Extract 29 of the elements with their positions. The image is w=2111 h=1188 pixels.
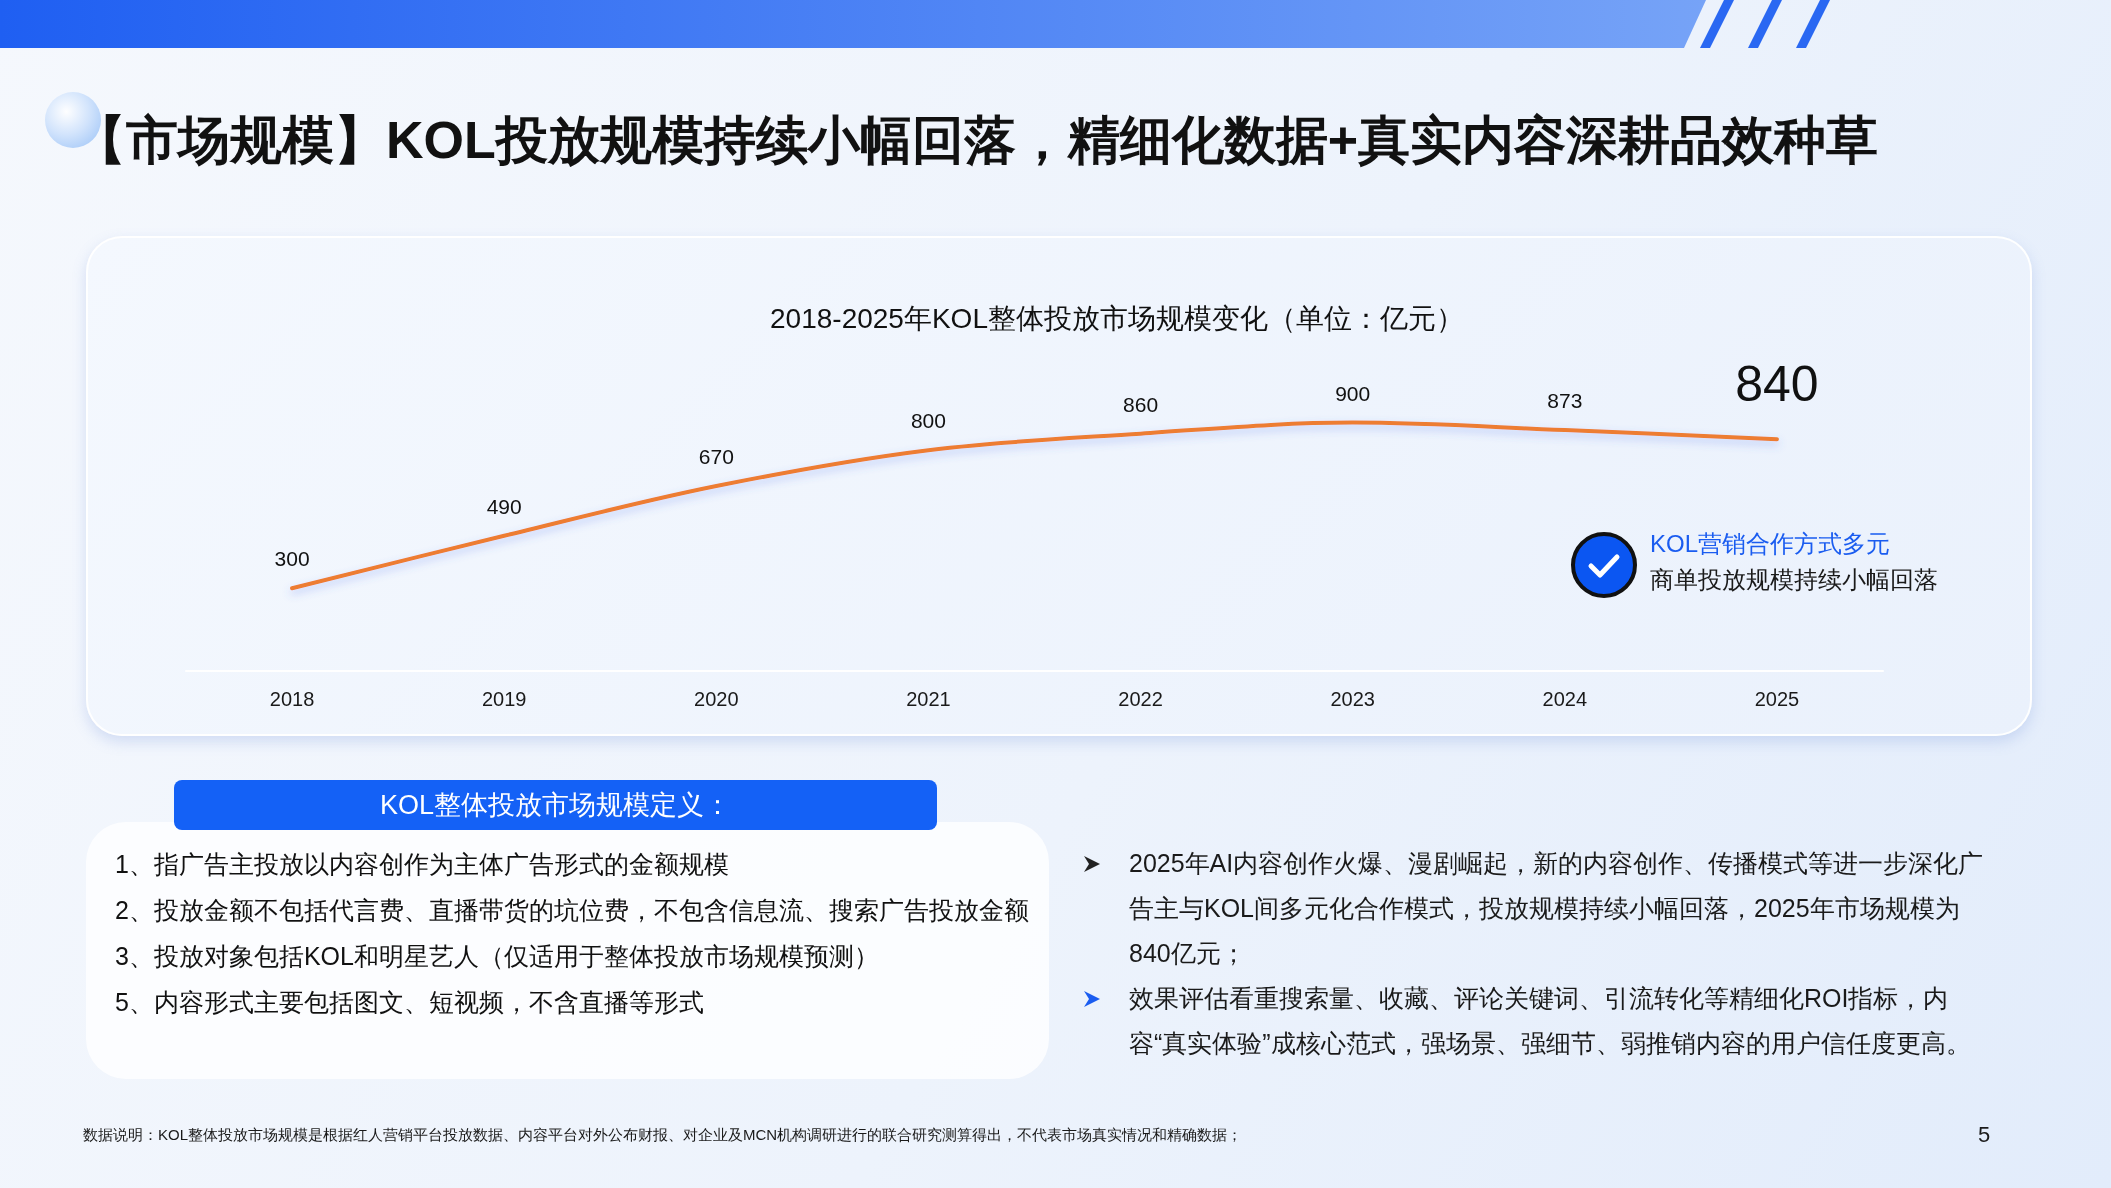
text: 3、投放对象包括KOL和明星艺人（仅适用于整体投放市场规模预测） [115, 941, 879, 972]
data-label: 900 [1335, 381, 1371, 405]
text: 5、内容形式主要包括图文、短视频，不含直播等形式 [115, 987, 704, 1018]
data-label: 800 [910, 409, 946, 433]
data-label: 670 [698, 445, 734, 469]
text: 1、指广告主投放以内容创作为主体广告形式的金额规模 [115, 849, 729, 880]
data-label: 860 [1123, 392, 1159, 416]
text: KOL整体投放市场规模定义： [174, 780, 937, 830]
data-label: 873 [1547, 389, 1583, 413]
x-tick-label: 2020 [694, 688, 739, 710]
annotation: KOL营销合作方式多元 [1650, 529, 1891, 559]
data-label: 840 [1735, 356, 1819, 413]
text: 2025年AI内容创作火爆、漫剧崛起，新的内容创作、传播模式等进一步深化广告主与KOL间多元化合作模式，投放规模持续小幅回落，2025年市场规模为840亿元； [1129, 848, 1985, 969]
text: 5 [1977, 1121, 1991, 1149]
x-tick-label: 2023 [1330, 688, 1375, 710]
text: 数据说明：KOL整体投放市场规模是根据红人营销平台投放数据、内容平台对外公布财报、对企业及MCN机构调研进行的联合研究测算得出，不代表市场真实情况和精确数据； [83, 1125, 1243, 1145]
annotation: 商单投放规模持续小幅回落 [1650, 565, 1938, 595]
x-tick-label: 2018 [269, 688, 315, 710]
data-label: 300 [274, 547, 310, 571]
x-tick-label: 2025 [1754, 688, 1800, 710]
text: 2、投放金额不包括代言费、直播带货的坑位费，不包含信息流、搜索广告投放金额 [115, 895, 1029, 926]
x-tick-label: 2024 [1542, 688, 1588, 710]
chart-title: 【市场规模】KOL投放规模持续小幅回落，精细化数据+真实内容深耕品效种草 [74, 110, 1879, 170]
chart-subtitle: 2018-2025年KOL整体投放市场规模变化（单位：亿元） [770, 302, 1464, 336]
x-tick-label: 2022 [1118, 688, 1163, 710]
data-label: 490 [486, 494, 522, 518]
x-tick-label: 2021 [906, 688, 951, 710]
text: 效果评估看重搜索量、收藏、评论关键词、引流转化等精细化ROI指标，内容“真实体验”成核心范式，强场景、强细节、弱推销内容的用户信任度更高。 [1129, 983, 1972, 1059]
x-tick-label: 2019 [481, 688, 527, 710]
